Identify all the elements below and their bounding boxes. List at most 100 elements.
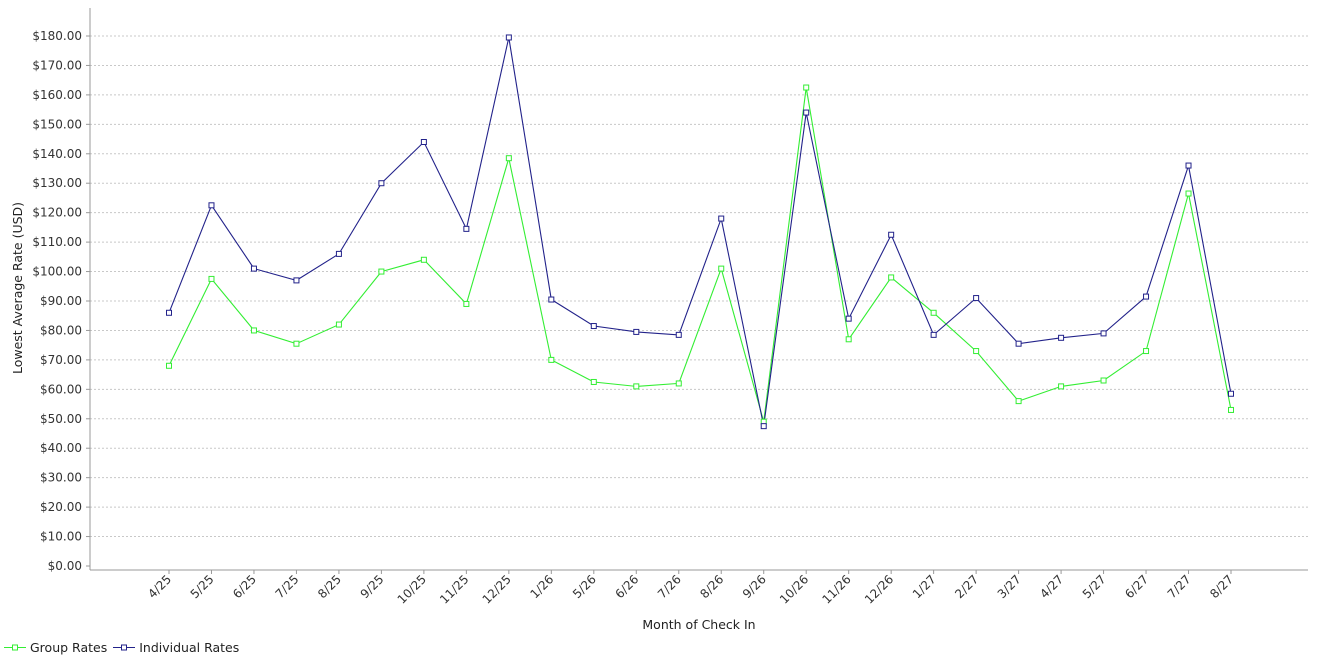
grid-layer bbox=[90, 35, 1308, 538]
x-tick-label: 5/26 bbox=[570, 572, 599, 601]
data-point-group bbox=[1143, 348, 1150, 355]
data-point-individual bbox=[590, 323, 597, 330]
data-point-individual bbox=[1185, 162, 1192, 169]
y-tick-label: $150.00 bbox=[32, 117, 82, 131]
x-tick-label: 8/26 bbox=[697, 572, 726, 601]
y-tick-label: $130.00 bbox=[32, 176, 82, 190]
data-point-individual bbox=[335, 250, 342, 257]
data-point-individual bbox=[250, 265, 257, 272]
data-point-individual bbox=[548, 296, 555, 303]
legend-item-individual: Individual Rates bbox=[113, 640, 239, 655]
data-point-individual bbox=[208, 202, 215, 209]
y-tick-label: $60.00 bbox=[40, 382, 82, 396]
x-tick-label: 11/26 bbox=[819, 572, 853, 606]
data-point-individual bbox=[1058, 334, 1065, 341]
data-point-individual bbox=[845, 315, 852, 322]
y-tick-label: $120.00 bbox=[32, 206, 82, 220]
y-tick-label: $170.00 bbox=[32, 58, 82, 72]
data-point-individual bbox=[633, 328, 640, 335]
x-tick-label: 6/26 bbox=[612, 572, 641, 601]
x-tick-label: 9/26 bbox=[740, 572, 769, 601]
x-axis-title: Month of Check In bbox=[642, 617, 755, 632]
data-point-individual bbox=[1100, 330, 1107, 337]
data-point-group bbox=[718, 265, 725, 272]
y-tick-label: $0.00 bbox=[48, 559, 82, 573]
y-tick-label: $40.00 bbox=[40, 441, 82, 455]
data-point-group bbox=[1100, 377, 1107, 384]
axis-layer: $0.00 $10.00 $20.00 $30.00 $40.00 $50.00 $60.0… bbox=[32, 8, 1308, 607]
data-point-individual bbox=[973, 295, 980, 302]
legend-marker-group-icon bbox=[4, 644, 26, 651]
x-tick-label: 5/27 bbox=[1080, 572, 1109, 601]
x-tick-label: 7/25 bbox=[273, 572, 302, 601]
data-point-group bbox=[845, 336, 852, 343]
data-point-group bbox=[803, 84, 810, 91]
y-tick-label: $160.00 bbox=[32, 88, 82, 102]
data-point-individual bbox=[505, 34, 512, 41]
legend-label-individual: Individual Rates bbox=[139, 640, 240, 655]
data-point-individual bbox=[1228, 390, 1234, 397]
data-point-individual bbox=[675, 331, 682, 338]
y-tick-label: $30.00 bbox=[40, 471, 82, 485]
x-tick-label: 10/26 bbox=[777, 572, 811, 606]
legend-label-group: Group Rates bbox=[30, 640, 108, 655]
data-point-group bbox=[590, 378, 597, 385]
x-tick-label: 7/26 bbox=[655, 572, 684, 601]
data-point-group bbox=[1185, 190, 1192, 197]
y-tick-label: $90.00 bbox=[40, 294, 82, 308]
x-tick-label: 1/27 bbox=[910, 572, 939, 601]
data-point-group bbox=[166, 362, 172, 369]
series-line-group-rates bbox=[168, 87, 1232, 422]
data-point-group bbox=[420, 256, 427, 263]
y-tick-label: $80.00 bbox=[40, 323, 82, 337]
data-point-group bbox=[335, 321, 342, 328]
x-tick-label: 11/25 bbox=[437, 572, 471, 606]
x-tick-label: 6/25 bbox=[230, 572, 259, 601]
data-point-individual bbox=[378, 180, 385, 187]
y-tick-label: $20.00 bbox=[40, 500, 82, 514]
x-tick-label: 7/27 bbox=[1165, 572, 1194, 601]
y-axis-title: Lowest Average Rate (USD) bbox=[10, 202, 25, 374]
x-tick-label: 12/25 bbox=[480, 572, 514, 606]
data-point-group bbox=[888, 274, 895, 281]
x-tick-label: 8/27 bbox=[1207, 572, 1236, 601]
data-point-individual bbox=[293, 277, 300, 284]
y-tick-label: $180.00 bbox=[32, 29, 82, 43]
data-point-group bbox=[463, 300, 470, 307]
x-tick-label: 10/25 bbox=[395, 572, 429, 606]
data-point-group bbox=[548, 356, 555, 363]
x-tick-label: 5/25 bbox=[188, 572, 217, 601]
data-point-group bbox=[930, 309, 937, 316]
data-point-individual bbox=[463, 225, 470, 232]
x-tick-label: 1/26 bbox=[527, 572, 556, 601]
data-point-group bbox=[1058, 383, 1065, 390]
data-point-individual bbox=[930, 331, 937, 338]
x-tick-label: 6/27 bbox=[1122, 572, 1151, 601]
data-point-group bbox=[1228, 406, 1234, 413]
y-tick-label: $110.00 bbox=[32, 235, 82, 249]
data-point-group bbox=[250, 327, 257, 334]
data-point-group bbox=[505, 155, 512, 162]
data-point-individual bbox=[1015, 340, 1022, 347]
data-point-individual bbox=[888, 231, 895, 238]
y-tick-label: $100.00 bbox=[32, 265, 82, 279]
legend-marker-individual-icon bbox=[113, 644, 136, 651]
data-point-group bbox=[208, 275, 215, 282]
data-point-individual bbox=[718, 215, 725, 222]
y-tick-label: $70.00 bbox=[40, 353, 82, 367]
data-point-individual bbox=[420, 139, 427, 145]
data-point-group bbox=[378, 268, 385, 275]
x-tick-label: 4/25 bbox=[145, 572, 174, 601]
data-point-individual bbox=[166, 309, 172, 316]
x-tick-label: 2/27 bbox=[952, 572, 981, 601]
data-point-individual bbox=[803, 109, 810, 116]
legend-item-group: Group Rates bbox=[4, 640, 107, 655]
y-tick-label: $140.00 bbox=[32, 147, 82, 161]
x-tick-label: 4/27 bbox=[1037, 572, 1066, 601]
data-point-group bbox=[293, 340, 300, 347]
data-point-group bbox=[973, 348, 980, 355]
y-tick-label: $10.00 bbox=[40, 530, 82, 544]
data-point-group bbox=[675, 380, 682, 387]
y-tick-label: $50.00 bbox=[40, 412, 82, 426]
